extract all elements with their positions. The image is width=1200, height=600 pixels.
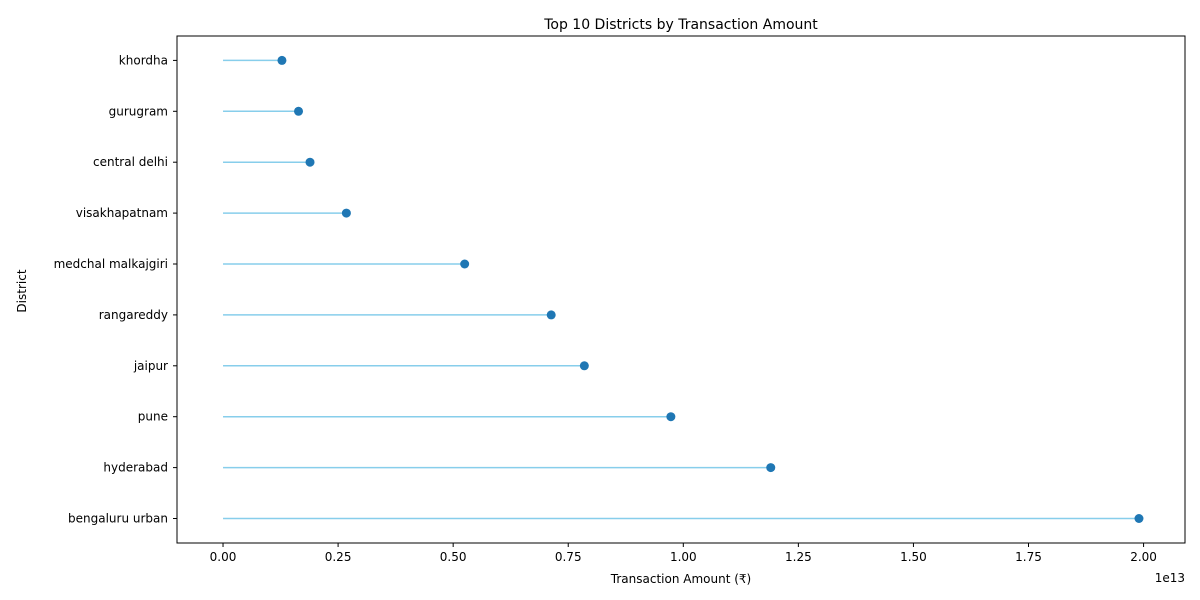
lollipop-marker <box>305 157 315 167</box>
y-tick-label: central delhi <box>93 155 168 169</box>
y-tick-label: visakhapatnam <box>76 206 168 220</box>
lollipop-marker <box>579 361 589 371</box>
lollipop-marker <box>460 259 470 269</box>
lollipop-marker <box>766 463 776 473</box>
y-axis-label: District <box>15 269 29 312</box>
y-tick-label: medchal malkajgiri <box>54 257 168 271</box>
y-tick-label: khordha <box>119 53 168 67</box>
lollipop-marker <box>341 208 351 218</box>
x-tick-label: 0.50 <box>440 550 467 564</box>
axes-frame <box>176 35 1186 544</box>
y-tick-label: gurugram <box>109 104 168 118</box>
lollipop-marker <box>1134 514 1144 523</box>
y-tick-label: hyderabad <box>103 461 168 475</box>
y-tick-label: pune <box>138 410 168 424</box>
x-axis-label: Transaction Amount (₹) <box>610 572 751 586</box>
x-tick-label: 1.75 <box>1015 550 1042 564</box>
y-tick-label: jaipur <box>133 359 168 373</box>
x-tick-label: 0.75 <box>555 550 582 564</box>
chart-title: Top 10 Districts by Transaction Amount <box>543 17 818 33</box>
lollipop-marker <box>277 55 287 65</box>
lollipop-marker <box>546 310 556 320</box>
x-tick-label: 1.00 <box>670 550 697 564</box>
y-tick-label: rangareddy <box>99 308 168 322</box>
lollipop-marker <box>666 412 676 422</box>
x-axis-offset-label: 1e13 <box>1155 571 1185 585</box>
x-tick-label: 0.25 <box>325 550 352 564</box>
x-tick-label: 2.00 <box>1130 550 1157 564</box>
x-tick-label: 0.00 <box>210 550 237 564</box>
x-tick-label: 1.25 <box>785 550 812 564</box>
lollipop-marker <box>294 106 304 116</box>
y-tick-label: bengaluru urban <box>68 512 168 526</box>
plot-area: 0.00 0.25 0.50 0.75 1.00 1.25 1.50 1.75 2.00 beng… <box>54 35 1186 564</box>
x-tick-label: 1.50 <box>900 550 927 564</box>
